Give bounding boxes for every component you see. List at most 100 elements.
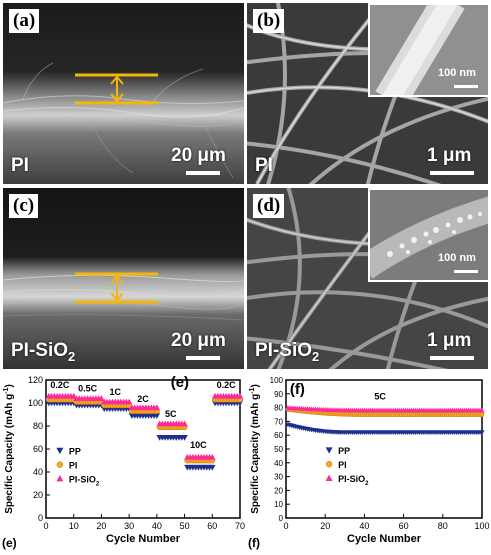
rate-label: 1C xyxy=(110,387,122,397)
scale-bar-a xyxy=(186,171,220,175)
y-tick-label: 120 xyxy=(28,375,43,385)
panel-tag-e: (e) xyxy=(171,374,189,391)
rate-label: 5C xyxy=(165,409,177,419)
x-tick-label: 0 xyxy=(283,521,288,531)
rate-label: 0.5C xyxy=(78,384,98,394)
y-axis-label-close: ) xyxy=(4,384,15,387)
rate-label: 10C xyxy=(190,440,207,450)
legend-label: PI xyxy=(69,461,78,471)
legend-label-main: PI-SiO xyxy=(69,475,96,485)
y-axis-label-close: ) xyxy=(250,384,261,387)
panel-tag-d: (d) xyxy=(253,194,285,218)
y-tick-label: 0 xyxy=(38,513,43,523)
y-tick-label: 50 xyxy=(274,445,283,454)
scale-label-d: 1 μm xyxy=(427,330,472,351)
legend-label-main: PI-SiO xyxy=(338,474,365,484)
legend-marker xyxy=(325,474,333,481)
y-axis-label: Specific Capacity (mAh g-1) xyxy=(3,384,15,514)
legend-marker xyxy=(56,447,64,455)
inset-image-d xyxy=(370,190,488,280)
x-tick-label: 40 xyxy=(359,521,369,531)
legend-marker xyxy=(56,461,64,468)
inset-scale-label-b: 100 nm xyxy=(438,67,476,79)
x-tick-label: 20 xyxy=(96,521,106,531)
data-point-pi xyxy=(479,412,485,417)
legend-label: PI-SiO2 xyxy=(69,475,100,488)
legend-label-main: PP xyxy=(69,447,81,457)
data-point-pi-sio2 xyxy=(125,398,133,405)
sem-panel-b: (b) 100 nm PI 1 μm xyxy=(247,3,488,184)
legend-label-sub: 2 xyxy=(96,482,100,488)
y-tick-label: 40 xyxy=(33,467,43,477)
y-axis-label-main: Specific Capacity (mAh g xyxy=(250,394,261,514)
y-tick-label: 80 xyxy=(33,421,43,431)
legend-marker xyxy=(56,475,64,482)
y-tick-label: 60 xyxy=(274,431,283,440)
y-axis-label-sup: -1 xyxy=(249,387,256,393)
inset-scale-bar-d xyxy=(454,270,478,273)
chart-panel-f: 0 20 40 60 80 100 0 10 20 30 40 50 60 70 80 90 100 Cycle … xyxy=(246,370,491,550)
legend-label: PP xyxy=(338,446,350,456)
material-label-b: PI xyxy=(255,155,273,176)
inset-image-b xyxy=(370,5,488,95)
x-tick-label: 0 xyxy=(43,521,48,531)
material-label-c-sub: 2 xyxy=(68,348,76,364)
scale-label-b: 1 μm xyxy=(427,145,472,166)
data-point-pp xyxy=(209,464,216,471)
rate-label: 0.2C xyxy=(217,380,237,390)
data-point-pp xyxy=(153,413,161,419)
scale-label-a: 20 μm xyxy=(171,145,226,166)
legend-label-main: PP xyxy=(338,446,350,456)
material-label-d-sub: 2 xyxy=(312,348,320,364)
y-tick-label: 60 xyxy=(33,444,43,454)
scale-bar-c xyxy=(186,356,220,360)
data-point-pi-sio2 xyxy=(98,395,105,401)
inset-b: 100 nm xyxy=(368,3,488,97)
y-tick-label: 20 xyxy=(33,490,43,500)
y-tick-label: 10 xyxy=(274,500,283,509)
panel-tag-b: (b) xyxy=(253,9,285,33)
x-tick-label: 20 xyxy=(320,521,330,531)
x-tick-label: 30 xyxy=(124,521,134,531)
sem-image-c xyxy=(3,188,244,369)
thickness-marker-a xyxy=(75,73,158,105)
y-tick-label: 20 xyxy=(274,486,283,495)
y-tick-label: 100 xyxy=(270,376,284,385)
material-label-d: PI-SiO2 xyxy=(255,340,319,364)
x-axis-label: Cycle Number xyxy=(347,533,422,545)
sem-panel-a: (a) PI 20 μm xyxy=(3,3,244,184)
x-tick-label: 40 xyxy=(152,521,162,531)
panel-tag-f: (f) xyxy=(290,381,305,398)
data-point-pi-sio2 xyxy=(209,453,216,460)
material-label-c-main: PI-SiO xyxy=(11,340,69,361)
scale-label-c: 20 μm xyxy=(171,330,226,351)
thickness-marker-c xyxy=(75,272,158,304)
legend-label: PP xyxy=(69,447,81,457)
legend-label-sub: 2 xyxy=(365,481,369,487)
panel-tag-a: (a) xyxy=(9,9,40,33)
chart-panel-e: 0 10 20 30 40 50 60 70 0 20 40 60 80 100 120 Cycle Numb… xyxy=(0,370,245,550)
legend-marker xyxy=(325,460,333,468)
x-tick-label: 70 xyxy=(235,521,245,531)
rate-label: 0.2C xyxy=(50,380,70,390)
x-tick-label: 10 xyxy=(69,521,79,531)
legend-label-main: PI xyxy=(338,460,347,470)
x-tick-label: 80 xyxy=(438,521,448,531)
sem-image-a xyxy=(3,3,244,184)
data-point-pi-sio2 xyxy=(236,392,244,399)
legend-label: PI-SiO2 xyxy=(338,474,369,487)
sem-panel-c: (c) PI-SiO2 20 μm xyxy=(3,188,244,369)
x-tick-label: 50 xyxy=(180,521,190,531)
panel-footer-tag-f: (f) xyxy=(248,536,260,550)
y-tick-label: 0 xyxy=(279,514,284,523)
y-tick-label: 40 xyxy=(274,459,283,468)
data-point-pp xyxy=(479,430,485,436)
y-tick-label: 30 xyxy=(274,473,283,482)
y-tick-label: 100 xyxy=(28,398,43,408)
rate-capability-chart: 0 10 20 30 40 50 60 70 0 20 40 60 80 100 120 Cycle Numb… xyxy=(2,374,245,550)
x-tick-label: 60 xyxy=(399,521,409,531)
inset-scale-label-d: 100 nm xyxy=(438,252,476,264)
scale-bar-d xyxy=(430,356,474,360)
y-tick-label: 70 xyxy=(274,417,283,426)
scale-bar-b xyxy=(430,171,474,175)
